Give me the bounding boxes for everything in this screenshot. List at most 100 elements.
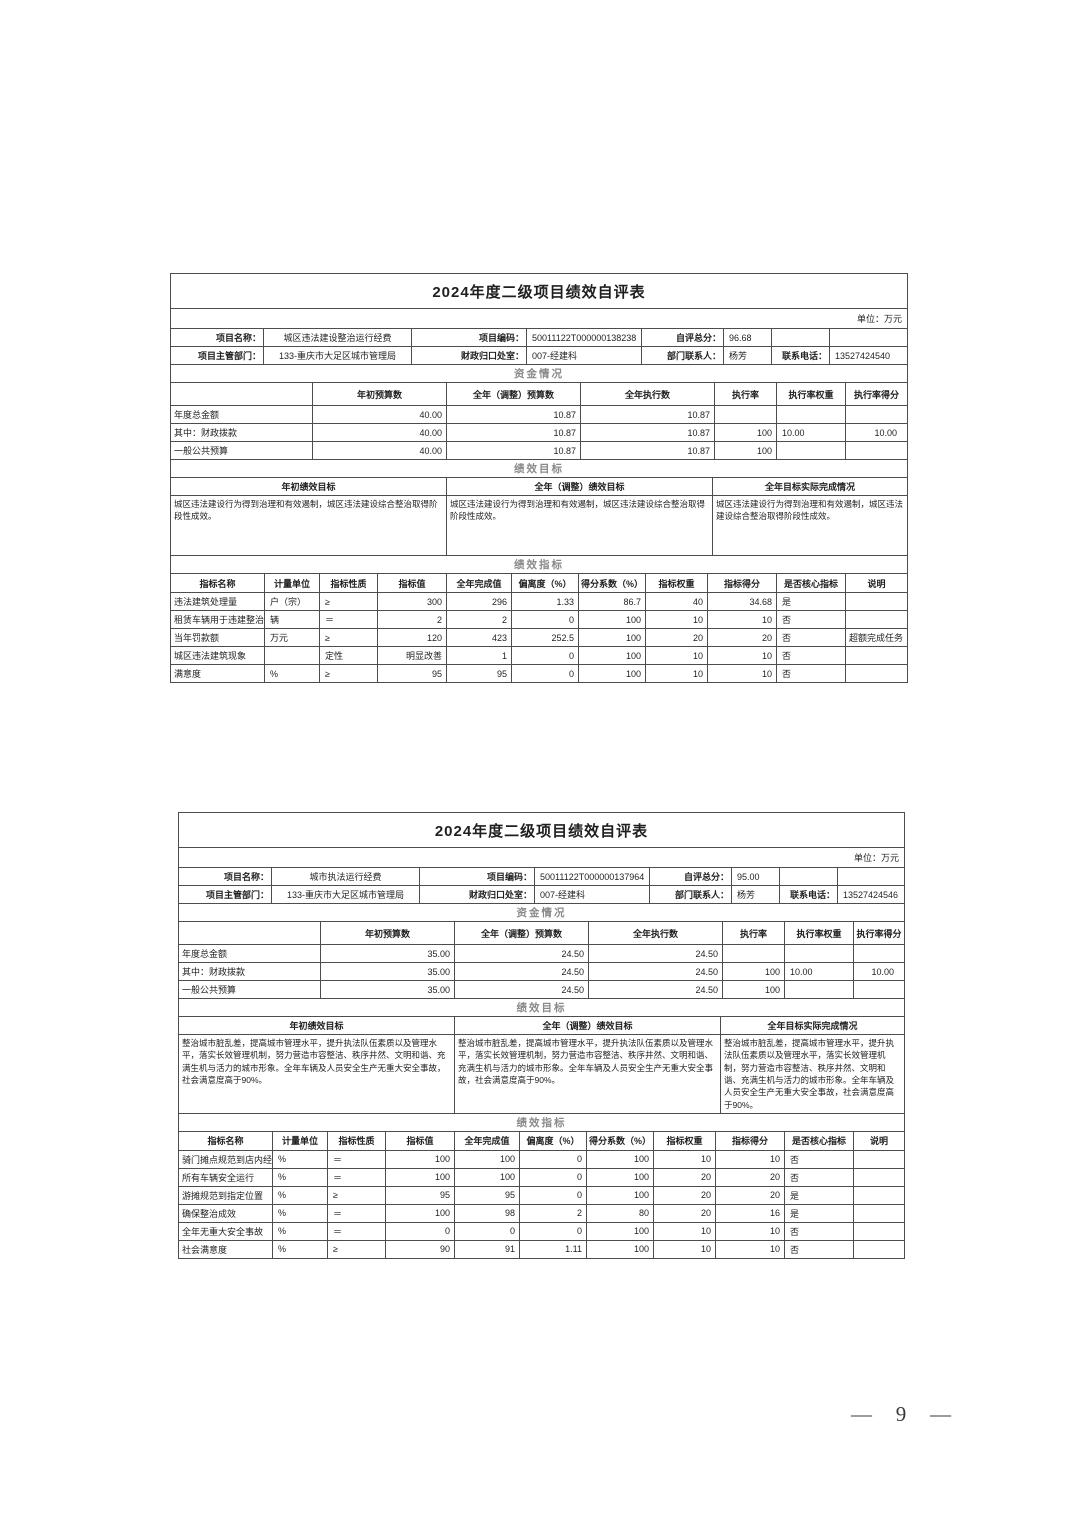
column-header: 全年目标实际完成情况 <box>720 1017 904 1034</box>
table-cell: 2 <box>519 1204 586 1222</box>
table-cell: 是 <box>784 1204 853 1222</box>
table-cell: 10.87 <box>446 424 580 441</box>
targets-table: 年初绩效目标 全年（调整）绩效目标 全年目标实际完成情况 整治城市脏乱差，提高城市管理… <box>179 1016 904 1113</box>
table-cell: 100 <box>586 1222 653 1240</box>
table-cell <box>845 593 907 610</box>
field-value: 杨芳 <box>731 886 779 903</box>
indicator-name: 城区违法建筑现象 <box>174 651 247 661</box>
table-cell: 100 <box>586 1168 653 1186</box>
table-cell: 辆 <box>264 611 319 628</box>
table-cell: 300 <box>377 593 446 610</box>
table-cell <box>714 406 776 423</box>
table-cell: 10 <box>653 1222 715 1240</box>
column-header: 得分系数（%） <box>578 574 645 592</box>
table-cell: 20 <box>707 629 776 646</box>
table-cell: 86.7 <box>578 593 645 610</box>
table-cell: 否 <box>776 665 845 682</box>
column-header: 执行率得分 <box>845 383 907 405</box>
table-cell: 10 <box>653 1240 715 1258</box>
table-row: 其中：财政拨款 40.00 10.87 10.87 100 10.00 10.00 <box>171 423 907 441</box>
table-cell <box>853 981 904 998</box>
column-header: 计量单位 <box>264 574 319 592</box>
column-header: 全年完成值 <box>446 574 511 592</box>
table-row: 当年罚款额 万元 ≥120 423 252.5 100 20 20 否超额完成任务 <box>171 628 907 646</box>
field-label: 项目编码： <box>411 329 526 346</box>
table-cell: 296 <box>446 593 511 610</box>
column-header: 执行率 <box>714 383 776 405</box>
column-header: 指标权重 <box>653 1131 715 1150</box>
table-cell <box>853 1150 904 1168</box>
table-cell: 10.87 <box>580 424 714 441</box>
field-value: 007-经建科 <box>534 886 649 903</box>
column-header: 说明 <box>845 574 907 592</box>
table-cell: 423 <box>446 629 511 646</box>
table-cell <box>853 1240 904 1258</box>
page-number: 9 <box>895 1402 907 1426</box>
table-row: 违法建筑处理量 户（宗） ≥300 296 1.33 86.7 40 34.68 是 <box>171 592 907 610</box>
field-value: 50011122T000000138238 <box>526 329 641 346</box>
column-header: 全年（调整）绩效目标 <box>454 1017 720 1034</box>
table-row: 绩效指标 <box>179 1112 904 1131</box>
table-cell: 35.00 <box>320 945 454 962</box>
indicator-name: 满意度 <box>174 669 202 679</box>
table-cell: 100 <box>714 424 776 441</box>
table-row: 指标名称 计量单位 指标性质 指标值 全年完成值 偏离度（%） 得分系数（%） 指标权重 指标得… <box>171 573 907 592</box>
table-cell <box>784 945 853 962</box>
table-cell: 10 <box>645 611 707 628</box>
column-header: 指标名称 <box>207 1136 244 1147</box>
table-cell: 35.00 <box>320 981 454 998</box>
column-header: 全年（调整）预算数 <box>446 383 580 405</box>
table-row: 单位：万元 <box>179 847 904 867</box>
column-header: 指标权重 <box>645 574 707 592</box>
table-cell <box>264 647 319 664</box>
table-cell <box>784 981 853 998</box>
self-eval-table-2: 2024年度二级项目绩效自评表 单位：万元 项目名称： 城市执法运行经费 项目编码：… <box>178 812 905 1259</box>
column-header: 执行率得分 <box>853 922 904 944</box>
table-row: 城区违法建筑现象 定性 明显改善 1 0 100 10 10 否 <box>171 646 907 664</box>
field-value <box>837 868 904 885</box>
field-value: 13527424546 <box>837 886 904 903</box>
table-cell: 100 <box>722 981 784 998</box>
table-row: 资金情况 <box>179 903 904 921</box>
indicator-name: 违法建筑处理量 <box>174 597 238 607</box>
table-cell: 80 <box>586 1204 653 1222</box>
table-cell: ≥ <box>319 593 377 610</box>
column-header: 是否核心指标 <box>776 574 845 592</box>
table-cell: 10.87 <box>580 406 714 423</box>
table-cell: 100 <box>586 1186 653 1204</box>
table-cell: 24.50 <box>588 945 722 962</box>
table-cell: 户（宗） <box>264 593 319 610</box>
table-row: 一般公共预算 35.00 24.50 24.50 100 <box>179 980 904 998</box>
table-row: 项目主管部门： 133-重庆市大足区城市管理局 财政归口处室： 007-经建科 部门联系… <box>179 885 904 903</box>
field-value: 杨芳 <box>723 347 771 364</box>
section-header-indicators: 绩效指标 <box>514 559 564 571</box>
field-label: 联系电话： <box>771 347 829 364</box>
table-cell: ＝ <box>327 1168 385 1186</box>
field-value: 007-经建科 <box>526 347 641 364</box>
column-header: 指标值 <box>385 1131 454 1150</box>
table-cell: % <box>272 1204 327 1222</box>
column-header: 偏离度（%） <box>519 1131 586 1150</box>
table-row: 绩效指标 <box>171 555 907 573</box>
table-cell: 40.00 <box>312 442 446 459</box>
column-header <box>171 383 312 405</box>
indicator-name: 游摊规范到指定位置 <box>182 1190 264 1201</box>
column-header: 全年执行数 <box>580 383 714 405</box>
table-cell: 10.87 <box>446 442 580 459</box>
funding-row-label: 一般公共预算 <box>182 985 237 995</box>
field-label <box>771 329 829 346</box>
indicator-name: 所有车辆安全运行 <box>182 1172 255 1183</box>
table-cell: 10 <box>715 1240 784 1258</box>
table-cell: 0 <box>519 1168 586 1186</box>
table-cell: 20 <box>715 1168 784 1186</box>
funding-row-label: 其中：财政拨款 <box>182 967 246 977</box>
indicators-table: 指标名称 计量单位 指标性质 指标值 全年完成值 偏离度（%） 得分系数（%） 指标权重 指标得… <box>171 573 907 682</box>
table-cell: 否 <box>776 629 845 646</box>
table-cell <box>722 945 784 962</box>
table-cell <box>845 406 907 423</box>
table-cell: 10.00 <box>776 424 845 441</box>
table-row: 城区违法建设行为得到治理和有效遏制，城区违法建设综合整治取得阶段性成效。 城区违法… <box>171 495 907 555</box>
table-cell: 24.50 <box>588 981 722 998</box>
field-label: 项目名称： <box>223 872 269 882</box>
column-header: 年初预算数 <box>312 383 446 405</box>
